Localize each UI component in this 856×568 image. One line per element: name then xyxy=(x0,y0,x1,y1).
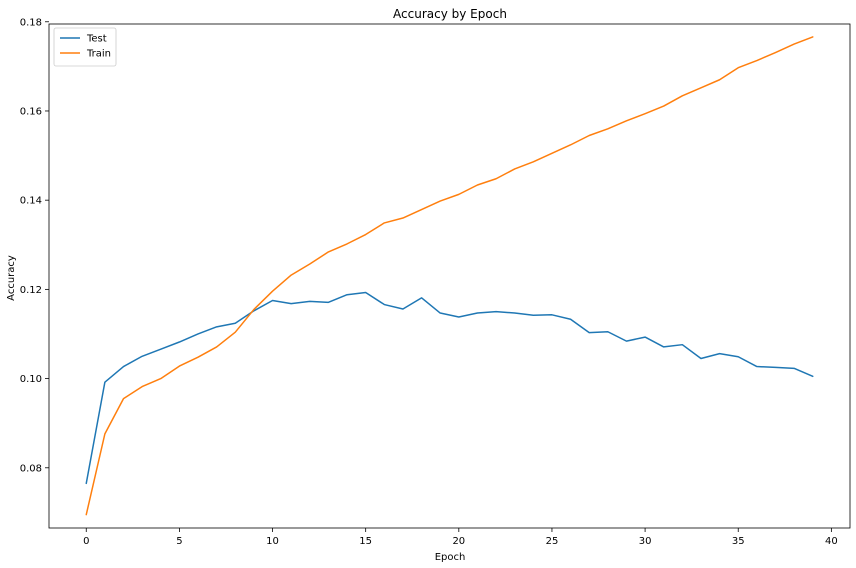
x-tick-label: 5 xyxy=(176,536,182,547)
legend-label-test: Test xyxy=(86,34,107,45)
x-tick-label: 35 xyxy=(732,536,745,547)
chart-title: Accuracy by Epoch xyxy=(393,7,507,21)
x-tick-label: 40 xyxy=(825,536,838,547)
y-tick-label: 0.12 xyxy=(20,285,42,296)
series-line-train xyxy=(85,36,814,516)
x-axis-label: Epoch xyxy=(435,552,466,563)
x-tick-label: 15 xyxy=(359,536,372,547)
x-tick-label: 10 xyxy=(266,536,279,547)
plot-area: 0 5 10 15 20 25 30 35 40 0.08 0.10 0.12 0.14 0.16 0.18 xyxy=(20,17,851,547)
y-tick-label: 0.16 xyxy=(20,106,42,117)
y-axis-label: Accuracy xyxy=(6,255,17,301)
x-tick-label: 25 xyxy=(546,536,559,547)
y-tick-label: 0.10 xyxy=(20,374,42,385)
x-tick-label: 0 xyxy=(83,536,89,547)
x-tick-label: 30 xyxy=(639,536,652,547)
y-tick-label: 0.18 xyxy=(20,17,42,28)
series-line-test xyxy=(85,291,814,485)
legend-label-train: Train xyxy=(86,49,111,60)
y-tick-label: 0.14 xyxy=(20,196,42,207)
plot-frame xyxy=(48,23,851,529)
y-tick-label: 0.08 xyxy=(20,463,42,474)
x-tick-label: 20 xyxy=(452,536,465,547)
legend: Test Train xyxy=(53,27,117,67)
